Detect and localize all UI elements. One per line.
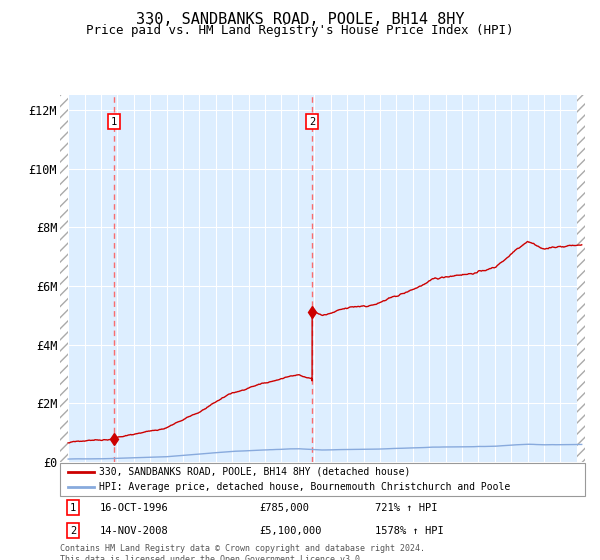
Text: 14-NOV-2008: 14-NOV-2008 [100, 526, 168, 536]
Polygon shape [577, 95, 585, 462]
Text: 2: 2 [309, 116, 315, 127]
Text: 2: 2 [70, 526, 76, 536]
Text: 1: 1 [111, 116, 117, 127]
Text: 1578% ↑ HPI: 1578% ↑ HPI [375, 526, 444, 536]
Text: 330, SANDBANKS ROAD, POOLE, BH14 8HY (detached house): 330, SANDBANKS ROAD, POOLE, BH14 8HY (de… [100, 467, 411, 477]
Text: 1: 1 [70, 503, 76, 512]
Text: £785,000: £785,000 [260, 503, 310, 512]
Text: 16-OCT-1996: 16-OCT-1996 [100, 503, 168, 512]
Text: HPI: Average price, detached house, Bournemouth Christchurch and Poole: HPI: Average price, detached house, Bour… [100, 482, 511, 492]
Text: £5,100,000: £5,100,000 [260, 526, 322, 536]
Text: 330, SANDBANKS ROAD, POOLE, BH14 8HY: 330, SANDBANKS ROAD, POOLE, BH14 8HY [136, 12, 464, 27]
Text: Price paid vs. HM Land Registry's House Price Index (HPI): Price paid vs. HM Land Registry's House … [86, 24, 514, 37]
Text: Contains HM Land Registry data © Crown copyright and database right 2024.
This d: Contains HM Land Registry data © Crown c… [60, 544, 425, 560]
FancyBboxPatch shape [60, 463, 585, 496]
Text: 721% ↑ HPI: 721% ↑ HPI [375, 503, 437, 512]
Polygon shape [60, 95, 68, 462]
